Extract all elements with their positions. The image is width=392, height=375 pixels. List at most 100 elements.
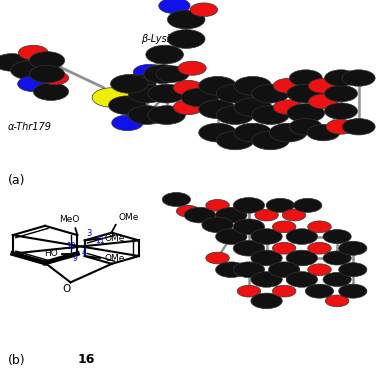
Circle shape <box>286 229 318 244</box>
Circle shape <box>233 240 265 256</box>
Circle shape <box>286 250 318 266</box>
Circle shape <box>184 207 216 223</box>
Circle shape <box>18 76 49 92</box>
Circle shape <box>41 71 69 85</box>
Circle shape <box>269 262 300 278</box>
Circle shape <box>307 124 340 141</box>
Circle shape <box>178 61 206 75</box>
Text: 16: 16 <box>78 353 95 366</box>
Circle shape <box>273 78 303 93</box>
Circle shape <box>252 106 289 124</box>
Circle shape <box>216 131 254 150</box>
Circle shape <box>273 100 303 115</box>
Circle shape <box>167 30 205 48</box>
Text: MeO: MeO <box>59 215 80 224</box>
Circle shape <box>289 70 322 86</box>
Circle shape <box>112 115 143 130</box>
Circle shape <box>167 10 205 29</box>
Circle shape <box>289 118 322 135</box>
Circle shape <box>251 272 282 287</box>
Circle shape <box>272 221 296 232</box>
Circle shape <box>109 96 146 115</box>
Circle shape <box>199 76 236 95</box>
Circle shape <box>233 198 265 213</box>
Circle shape <box>308 264 331 276</box>
Circle shape <box>269 123 307 142</box>
Circle shape <box>173 80 203 95</box>
Circle shape <box>251 229 282 244</box>
Text: OMe: OMe <box>105 254 125 263</box>
Circle shape <box>287 84 325 103</box>
Circle shape <box>272 242 296 254</box>
Circle shape <box>286 272 318 287</box>
Circle shape <box>190 3 218 16</box>
Circle shape <box>309 78 338 93</box>
Circle shape <box>206 252 229 264</box>
Circle shape <box>29 65 65 83</box>
Circle shape <box>234 123 272 142</box>
Circle shape <box>266 198 294 212</box>
Circle shape <box>233 219 265 235</box>
Circle shape <box>287 104 325 123</box>
Circle shape <box>33 83 69 100</box>
Circle shape <box>18 45 48 60</box>
Text: 11: 11 <box>95 236 105 244</box>
Circle shape <box>294 198 322 212</box>
Circle shape <box>206 200 229 211</box>
Circle shape <box>325 86 358 102</box>
Circle shape <box>111 75 148 93</box>
Circle shape <box>305 284 334 298</box>
Text: α-Thr179: α-Thr179 <box>8 122 52 132</box>
Circle shape <box>234 76 272 95</box>
Text: OMe: OMe <box>105 234 125 243</box>
Text: HO: HO <box>44 249 58 258</box>
Circle shape <box>176 206 200 217</box>
Circle shape <box>323 272 351 286</box>
Circle shape <box>148 84 185 103</box>
Circle shape <box>216 106 254 124</box>
Circle shape <box>282 209 306 221</box>
Circle shape <box>309 94 338 109</box>
Circle shape <box>326 119 356 134</box>
Circle shape <box>128 84 166 103</box>
Circle shape <box>255 209 278 221</box>
Circle shape <box>272 285 296 297</box>
Circle shape <box>216 262 247 278</box>
Circle shape <box>216 229 247 244</box>
Text: β-Lys352: β-Lys352 <box>141 34 185 44</box>
Circle shape <box>144 65 181 84</box>
Circle shape <box>252 84 289 103</box>
Circle shape <box>202 217 233 232</box>
Circle shape <box>342 118 375 135</box>
Circle shape <box>199 123 236 142</box>
Circle shape <box>92 88 131 107</box>
Circle shape <box>323 251 351 265</box>
Circle shape <box>199 100 236 118</box>
Circle shape <box>308 221 331 232</box>
Circle shape <box>325 103 358 119</box>
Text: (b): (b) <box>8 354 25 367</box>
Circle shape <box>339 284 367 298</box>
Circle shape <box>0 54 29 71</box>
Circle shape <box>339 241 367 255</box>
Circle shape <box>325 295 349 307</box>
Circle shape <box>128 106 166 124</box>
Circle shape <box>342 70 375 86</box>
Circle shape <box>159 0 190 13</box>
Circle shape <box>11 61 48 80</box>
Text: OMe: OMe <box>119 213 139 222</box>
Circle shape <box>237 285 261 297</box>
Circle shape <box>234 98 272 117</box>
Circle shape <box>146 45 183 64</box>
Text: (a): (a) <box>8 174 25 187</box>
Text: O: O <box>62 284 71 294</box>
Text: 3: 3 <box>86 229 91 238</box>
Circle shape <box>118 75 156 93</box>
Circle shape <box>29 52 65 69</box>
Circle shape <box>252 131 289 150</box>
Circle shape <box>181 88 219 107</box>
Circle shape <box>251 293 282 309</box>
Circle shape <box>339 262 367 277</box>
Circle shape <box>251 250 282 266</box>
Circle shape <box>156 66 189 82</box>
